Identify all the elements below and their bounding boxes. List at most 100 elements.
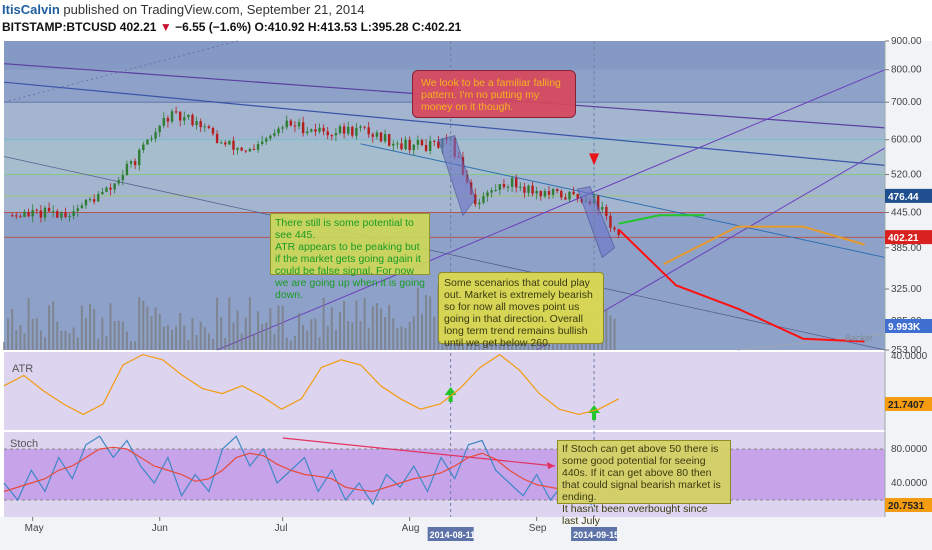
y-tick-label: 445.00 [891,208,922,219]
volume-bar [302,324,305,350]
candle-body [179,111,182,121]
volume-bar [244,317,247,350]
volume-bar [306,330,309,350]
volume-bar [216,297,219,350]
candle-body [494,189,497,191]
y-tick-label: 325.00 [891,284,922,295]
last-price-tag: 402.21 [888,233,919,244]
candle-body [150,138,153,140]
candle-body [133,161,137,166]
candle-body [289,120,293,126]
candle-body [555,189,559,191]
candle-body [617,229,620,236]
volume-bar [248,297,251,350]
candle-body [498,184,502,190]
candle-body [146,139,149,145]
volume-bar [39,330,42,350]
candle-body [170,111,174,122]
candle-body [547,191,551,195]
candle-body [240,147,243,151]
volume-bar [363,298,366,350]
volume-bar [158,313,161,350]
scenario-line [617,228,865,343]
divergence-arrow-icon [547,462,555,469]
candle-body [68,215,71,217]
volume-bar [355,300,358,350]
volume-bar [318,337,321,350]
volume-bar [43,337,46,350]
candle-body [433,140,436,142]
volume-bar [416,287,419,350]
candle-body [129,161,133,164]
volume-bar [613,318,616,350]
candle-body [195,121,198,126]
candle-body [269,135,272,139]
volume-bar [199,321,202,350]
candle-body [203,126,206,128]
candle-body [92,199,96,202]
volume-bar [257,311,260,350]
volume-bar [64,330,67,350]
candle-body [605,206,608,216]
volume-bar [339,312,342,350]
candle-body [568,191,571,200]
ma-value-tag-bg [885,188,932,203]
volume-bar [101,317,104,350]
symbol: BITSTAMP:BTCUSD [2,20,117,34]
candle-body [367,127,370,135]
volume-bar [80,305,83,350]
candle-body [576,194,579,199]
ohlc-low: L:395.28 [360,20,409,34]
trendline [3,156,886,351]
candle-body [326,131,329,136]
volume-bar [396,328,399,350]
ma-value-tag: 476.44 [888,192,919,203]
volume-bar [281,305,284,350]
volume-bar [330,307,333,350]
volume-bar [310,319,313,350]
volume-bar [211,339,214,350]
candle-body [281,127,284,129]
stoch-d-line [3,446,619,497]
candle-body [351,126,354,136]
candle-body [482,196,485,203]
volume-bar [207,333,210,350]
volume-bar [523,338,526,350]
volume-bar [351,322,354,350]
volume-bar [97,338,100,350]
volume-bar [183,325,186,350]
candle-body [560,190,563,198]
volume-bar [142,300,145,350]
last-price-tag-bg [885,230,932,245]
stoch-title: Stoch [10,438,38,450]
volume-bar [224,337,227,350]
volume-bar [367,327,370,350]
candle-body [121,175,125,181]
volume-bar [273,333,276,350]
candle-body [64,212,67,217]
candle-body [314,129,317,132]
candle-body [379,132,383,142]
volume-bar [35,318,38,350]
volume-bar [298,313,301,350]
candle-body [224,142,227,145]
author-link[interactable]: ItisCalvin [2,2,60,17]
volume-bar [19,325,22,350]
volume-bar [388,304,391,350]
candle-body [10,215,14,217]
candle-body [236,147,239,150]
trendline [216,69,886,351]
candle-body [572,191,575,195]
candle-body [277,128,280,134]
stoch-tick-label: 80.0000 [891,444,928,455]
scenario-line [663,225,865,266]
candle-body [51,211,55,213]
candle-body [420,140,424,146]
volume-bar [347,321,350,350]
upper-zone [4,41,885,70]
volume-bar [175,326,178,350]
volume-bar [285,337,288,350]
candle-body [400,143,403,150]
candle-body [183,117,186,121]
